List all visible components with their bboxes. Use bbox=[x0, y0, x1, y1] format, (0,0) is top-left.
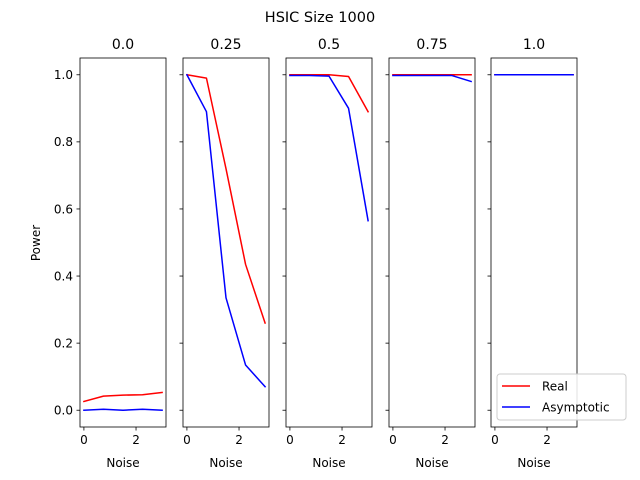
x-tick-label: 0 bbox=[491, 433, 499, 447]
panel-title: 0.0 bbox=[112, 37, 134, 53]
x-axis-label: Noise bbox=[415, 456, 448, 470]
x-tick-label: 0 bbox=[286, 433, 294, 447]
x-axis-label: Noise bbox=[209, 456, 242, 470]
y-tick-label: 0.4 bbox=[54, 269, 73, 283]
series-line-asymptotic bbox=[185, 73, 267, 388]
panel-title: 0.25 bbox=[210, 37, 241, 53]
panel-2: 0.5 0 2 Noise bbox=[282, 37, 373, 470]
legend: Real Asymptotic bbox=[496, 373, 627, 421]
x-tick-label: 0 bbox=[183, 433, 191, 447]
x-tick-label: 0 bbox=[80, 433, 88, 447]
panel-3: 0.75 0 2 Noise bbox=[385, 37, 476, 470]
x-tick-label: 2 bbox=[132, 433, 140, 447]
x-tick-label: 2 bbox=[338, 433, 346, 447]
y-tick-label: 0.8 bbox=[54, 135, 73, 149]
panel-1: 0.25 0 2 Noise bbox=[179, 37, 270, 470]
series-line-real bbox=[82, 391, 163, 403]
panel-frame bbox=[388, 57, 476, 428]
panel-title: 0.75 bbox=[416, 37, 447, 53]
panel-frame bbox=[490, 57, 578, 428]
panel-frame bbox=[285, 57, 373, 428]
x-axis-label: Noise bbox=[312, 456, 345, 470]
y-tick-label: 0.0 bbox=[54, 404, 73, 418]
figure-title: HSIC Size 1000 bbox=[265, 10, 375, 26]
x-tick-label: 2 bbox=[235, 433, 243, 447]
panel-frame bbox=[182, 57, 270, 428]
panel-4: 1.0 0 2 Noise bbox=[487, 37, 578, 470]
series-line-asymptotic bbox=[83, 408, 163, 412]
x-tick-label: 0 bbox=[389, 433, 397, 447]
legend-label-real: Real bbox=[542, 380, 568, 394]
y-tick-label: 0.2 bbox=[54, 336, 73, 350]
panel-0: 0.0 0 2 Noise 0.0 0.2 0.4 0.6 0.8 1.0 bbox=[54, 37, 167, 470]
x-axis-label: Noise bbox=[106, 456, 139, 470]
panel-title: 1.0 bbox=[523, 37, 545, 53]
panel-title: 0.5 bbox=[318, 37, 340, 53]
series-line-real bbox=[289, 74, 370, 113]
x-tick-label: 2 bbox=[543, 433, 551, 447]
series-line-asymptotic bbox=[392, 74, 473, 83]
panel-frame bbox=[79, 57, 167, 428]
legend-label-asymptotic: Asymptotic bbox=[542, 401, 610, 415]
x-axis-label: Noise bbox=[517, 456, 550, 470]
series-line-asymptotic bbox=[289, 74, 369, 222]
x-tick-label: 2 bbox=[441, 433, 449, 447]
y-tick-label: 0.6 bbox=[54, 202, 73, 216]
y-axis-label: Power bbox=[29, 225, 43, 261]
series-line-real bbox=[186, 73, 267, 324]
y-tick-label: 1.0 bbox=[54, 68, 73, 82]
